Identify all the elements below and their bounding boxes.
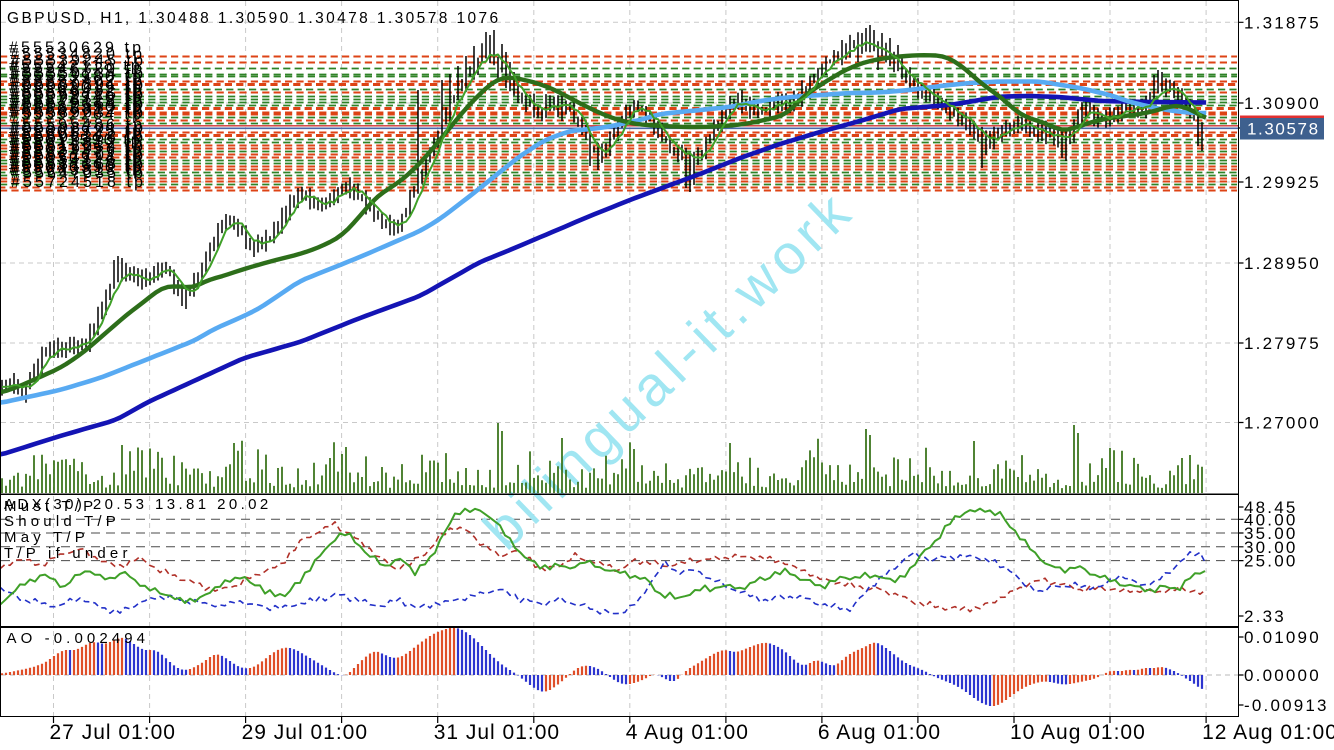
- svg-text:#55637368 tp: #55637368 tp: [11, 156, 146, 173]
- svg-text:#55553980 tp: #55553980 tp: [9, 68, 144, 85]
- svg-text:#55640590 tp: #55640590 tp: [9, 159, 144, 176]
- svg-text:#55557402 tp: #55557402 tp: [10, 73, 145, 90]
- svg-text:#55542118 tp: #55542118 tp: [9, 58, 143, 75]
- svg-text:10 Aug 01:00: 10 Aug 01:00: [1010, 721, 1146, 744]
- svg-text:#55592264 tp: #55592264 tp: [9, 107, 144, 124]
- svg-text:#55589037 tp: #55589037 tp: [11, 104, 146, 121]
- svg-text:30.00: 30.00: [1244, 538, 1298, 557]
- svg-text:#55647035 tp: #55647035 tp: [11, 165, 146, 182]
- svg-text:1.28950: 1.28950: [1244, 254, 1321, 273]
- svg-text:2.33: 2.33: [1244, 607, 1286, 626]
- svg-text:#55585812 tp: #55585812 tp: [10, 101, 145, 118]
- svg-text:1.30578: 1.30578: [1247, 120, 1320, 139]
- svg-text:6 Aug 01:00: 6 Aug 01:00: [818, 721, 941, 744]
- svg-text:#55627701 tp: #55627701 tp: [11, 147, 146, 164]
- svg-text:#55614812 tp: #55614812 tp: [10, 135, 145, 152]
- svg-text:Should T/P: Should T/P: [4, 513, 120, 530]
- svg-text:#55566482 tp: #55566482 tp: [10, 83, 145, 100]
- svg-text:0.01090: 0.01090: [1244, 628, 1321, 647]
- svg-text:4 Aug 01:00: 4 Aug 01:00: [626, 721, 749, 744]
- svg-text:25.00: 25.00: [1244, 552, 1298, 571]
- svg-text:27 Jul 01:00: 27 Jul 01:00: [50, 721, 176, 744]
- svg-text:1.30900: 1.30900: [1244, 94, 1321, 113]
- svg-text:-0.00913: -0.00913: [1244, 696, 1329, 715]
- svg-text:31 Jul 01:00: 31 Jul 01:00: [434, 721, 560, 744]
- svg-text:#55624479 tp: #55624479 tp: [10, 144, 145, 161]
- svg-text:#55618034 tp: #55618034 tp: [11, 138, 146, 155]
- svg-text:GBPUSD, H1, 1.30488 1.30590 1.: GBPUSD, H1, 1.30488 1.30590 1.30478 1.30…: [7, 10, 501, 27]
- svg-text:#55576128 tp: #55576128 tp: [10, 92, 145, 109]
- svg-text:#55598701 tp: #55598701 tp: [11, 119, 146, 136]
- svg-text:#55579364 tp: #55579364 tp: [11, 96, 146, 113]
- svg-text:#55539245 tp: #55539245 tp: [11, 52, 146, 69]
- svg-text:0.00000: 0.00000: [1244, 666, 1321, 685]
- svg-text:ADX(30) 20.53 13.81 20.02: ADX(30) 20.53 13.81 20.02: [4, 496, 272, 513]
- svg-text:1.27975: 1.27975: [1244, 334, 1321, 353]
- svg-text:#55643813 tp: #55643813 tp: [10, 162, 145, 179]
- svg-text:12 Aug 01:00: 12 Aug 01:00: [1202, 721, 1334, 744]
- svg-text:#55630924 tp: #55630924 tp: [9, 150, 144, 167]
- svg-text:#55601925 tp: #55601925 tp: [9, 123, 144, 140]
- svg-text:35.00: 35.00: [1244, 524, 1298, 543]
- svg-text:#55611590 tp: #55611590 tp: [9, 132, 143, 149]
- svg-text:#55546720 tp: #55546720 tp: [10, 61, 145, 78]
- svg-text:#55582590 tp: #55582590 tp: [9, 98, 144, 115]
- svg-text:T/P if under: T/P if under: [4, 545, 132, 562]
- svg-text:AO -0.002494: AO -0.002494: [7, 630, 150, 647]
- svg-text:May T/P: May T/P: [4, 529, 89, 546]
- svg-text:#55634146 tp: #55634146 tp: [10, 153, 145, 170]
- svg-text:40.00: 40.00: [1244, 510, 1298, 529]
- svg-text:Must T/P: Must T/P: [4, 498, 97, 515]
- svg-text:#55605142 tp: #55605142 tp: [10, 126, 145, 143]
- svg-text:29 Jul 01:00: 29 Jul 01:00: [242, 721, 368, 744]
- svg-text:#55560891 tp: #55560891 tp: [11, 76, 146, 93]
- svg-text:1.29925: 1.29925: [1244, 173, 1321, 192]
- svg-text:1.27000: 1.27000: [1244, 414, 1321, 433]
- svg-text:#55724518 tp: #55724518 tp: [11, 174, 146, 191]
- svg-text:#55563019 tp: #55563019 tp: [9, 80, 144, 97]
- svg-text:#55608368 tp: #55608368 tp: [11, 129, 146, 146]
- svg-text:#55569725 tp: #55569725 tp: [11, 86, 146, 103]
- svg-text:#55621257 tp: #55621257 tp: [9, 141, 144, 158]
- svg-text:#55530629 tp: #55530629 tp: [9, 40, 144, 57]
- svg-text:48.45: 48.45: [1244, 498, 1298, 517]
- svg-text:#55534820 tp: #55534820 tp: [10, 46, 145, 63]
- svg-text:#55572940 tp: #55572940 tp: [9, 89, 144, 106]
- svg-text:1.31875: 1.31875: [1244, 13, 1321, 32]
- svg-text:#55550234 tp: #55550234 tp: [11, 65, 146, 82]
- svg-text:#55595486 tp: #55595486 tp: [10, 116, 145, 133]
